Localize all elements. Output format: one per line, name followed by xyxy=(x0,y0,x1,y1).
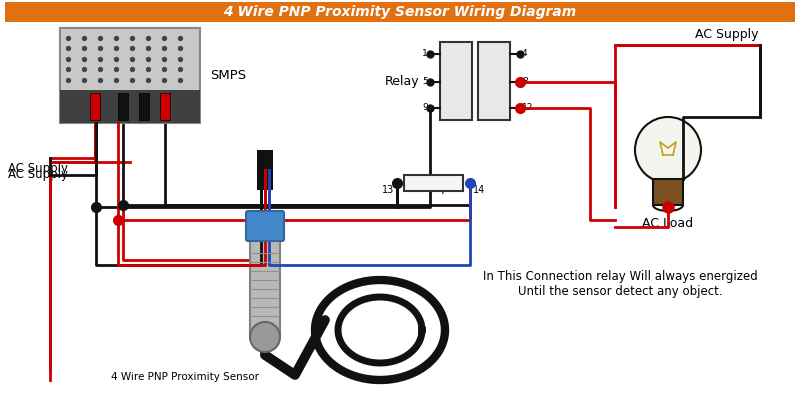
Text: Until the sensor detect any object.: Until the sensor detect any object. xyxy=(518,285,722,298)
Text: SMPS: SMPS xyxy=(210,69,246,82)
Text: 4 Wire PNP Proximity Sensor Wiring Diagram: 4 Wire PNP Proximity Sensor Wiring Diagr… xyxy=(223,5,577,19)
FancyBboxPatch shape xyxy=(250,235,280,335)
Text: 9: 9 xyxy=(422,102,428,112)
Text: +: + xyxy=(438,184,447,197)
FancyBboxPatch shape xyxy=(60,90,200,123)
Text: 1: 1 xyxy=(422,48,428,58)
FancyBboxPatch shape xyxy=(60,28,200,123)
FancyBboxPatch shape xyxy=(5,2,795,22)
Text: 4: 4 xyxy=(522,48,528,58)
FancyBboxPatch shape xyxy=(653,179,683,205)
FancyBboxPatch shape xyxy=(478,42,510,120)
FancyBboxPatch shape xyxy=(246,211,284,241)
Text: 14: 14 xyxy=(473,185,486,195)
Circle shape xyxy=(635,117,701,183)
Text: AC Supply: AC Supply xyxy=(695,28,758,41)
FancyBboxPatch shape xyxy=(139,93,149,120)
FancyBboxPatch shape xyxy=(440,42,472,120)
FancyBboxPatch shape xyxy=(118,93,128,120)
Text: AC Supply: AC Supply xyxy=(8,168,68,181)
Text: 4 Wire PNP Proximity Sensor: 4 Wire PNP Proximity Sensor xyxy=(111,372,259,382)
Text: Relay: Relay xyxy=(385,76,420,88)
FancyBboxPatch shape xyxy=(160,93,170,120)
Text: 5: 5 xyxy=(422,76,428,86)
Text: AC Supply: AC Supply xyxy=(8,162,68,175)
FancyBboxPatch shape xyxy=(257,150,273,190)
Text: 12: 12 xyxy=(522,102,534,112)
Circle shape xyxy=(250,322,280,352)
Text: -: - xyxy=(422,184,426,197)
Text: In This Connection relay Will always energized: In This Connection relay Will always ene… xyxy=(482,270,758,283)
Text: AC Load: AC Load xyxy=(642,217,694,230)
Text: 13: 13 xyxy=(382,185,394,195)
Text: 8: 8 xyxy=(522,76,528,86)
FancyBboxPatch shape xyxy=(404,175,463,191)
FancyBboxPatch shape xyxy=(90,93,100,120)
